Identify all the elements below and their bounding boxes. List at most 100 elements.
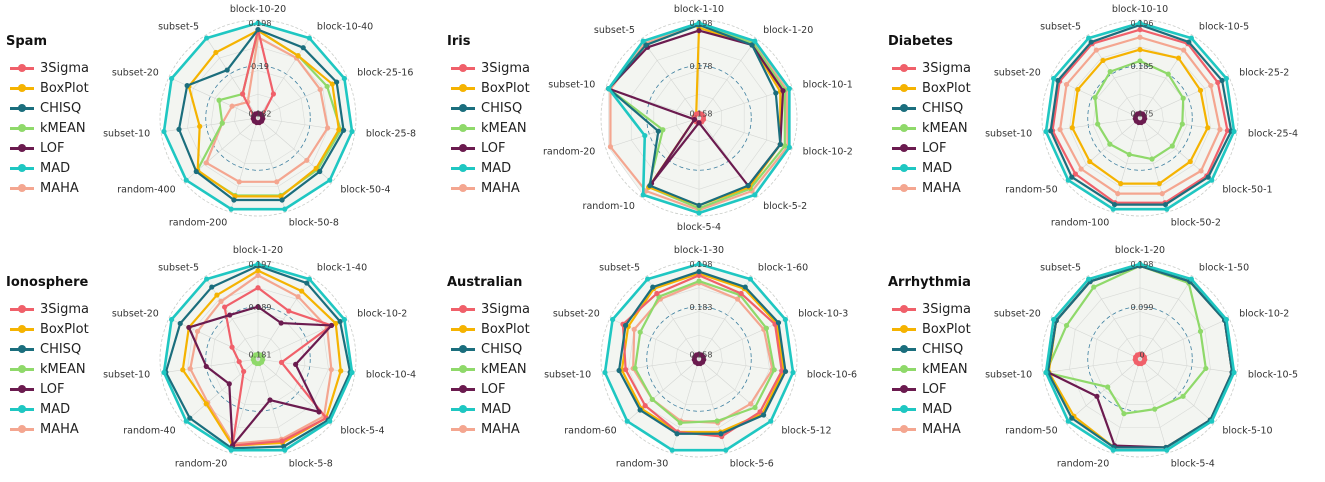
axis-label: random-20 <box>1057 459 1109 470</box>
data-point-maha <box>643 188 649 194</box>
radar-chart: block-1-10 block-1-20 block-10-1 block-10-2… <box>543 4 853 233</box>
legend-swatch <box>892 364 916 374</box>
legend-label: MAHA <box>922 421 961 437</box>
legend-item: kMEAN <box>451 118 530 138</box>
data-point-maha <box>1217 126 1223 133</box>
axis-label: block-10-20 <box>230 4 286 15</box>
data-point-mad <box>255 20 261 26</box>
data-point-maha <box>328 366 334 373</box>
data-point-boxplot <box>255 268 261 274</box>
legend-label: kMEAN <box>922 361 968 377</box>
series-line-maha <box>205 36 329 183</box>
data-point-chisq <box>782 368 789 375</box>
data-point-chisq <box>718 431 724 437</box>
outer-ring <box>1041 260 1239 458</box>
legend-swatch <box>451 404 475 414</box>
legend-item: MAD <box>10 158 89 178</box>
legend-label: 3Sigma <box>481 301 531 317</box>
data-point-mad <box>282 447 288 453</box>
data-point-mad <box>1137 261 1143 267</box>
panel-title: Arrhythmia <box>888 275 971 290</box>
legend-item: MAHA <box>892 419 971 439</box>
radial-tick-label: 0.197 <box>249 260 272 269</box>
axis-label: block-5-6 <box>730 459 774 470</box>
data-point-chisq <box>184 83 190 89</box>
data-point-lof <box>267 397 273 403</box>
grid-ring <box>1092 311 1188 405</box>
data-point-mad <box>1209 177 1215 183</box>
data-point-lof <box>693 352 700 358</box>
data-point-lof <box>293 361 299 368</box>
data-point-mad <box>228 206 234 212</box>
legend-item: 3Sigma <box>892 58 971 78</box>
series-line-chisq <box>617 270 787 435</box>
legend-swatch <box>451 304 475 314</box>
legend-swatch <box>10 424 34 434</box>
series-line-chisq <box>1049 23 1233 206</box>
data-point-lof <box>691 116 698 123</box>
data-point-maha <box>734 296 741 302</box>
data-point-boxplot <box>1087 158 1093 165</box>
data-point-mad <box>1065 177 1071 183</box>
legend-item: MAD <box>451 158 530 178</box>
data-point-3sigma <box>222 304 228 310</box>
axis-label: block-5-8 <box>289 459 333 470</box>
data-point-chisq <box>1111 201 1118 208</box>
data-point-mad <box>1231 128 1237 135</box>
legend: 3Sigma BoxPlot CHISQ kMEAN LOF MAD MAHA <box>892 299 971 439</box>
data-point-lof <box>780 88 786 94</box>
axis-spoke <box>608 117 700 148</box>
data-point-boxplot <box>1156 181 1162 187</box>
data-point-lof <box>316 409 322 415</box>
data-point-3sigma <box>278 359 285 365</box>
axis-label: block-10-2 <box>1239 309 1289 320</box>
data-point-kmean <box>696 278 702 284</box>
axis-spoke <box>206 278 259 360</box>
data-point-lof <box>696 120 702 126</box>
legend: 3Sigma BoxPlot CHISQ kMEAN LOF MAD MAHA <box>451 58 530 198</box>
radial-tick-label: 0.189 <box>249 303 272 312</box>
axis-label: subset-20 <box>112 309 159 320</box>
legend-swatch <box>892 123 916 133</box>
data-point-maha <box>203 160 209 166</box>
grid-ring <box>1069 287 1211 428</box>
outer-ring <box>159 260 357 458</box>
data-point-maha <box>236 179 242 185</box>
data-point-chisq <box>1055 77 1061 84</box>
axis-label: block-50-1 <box>1222 184 1272 195</box>
legend-swatch <box>892 304 916 314</box>
legend-swatch <box>10 103 34 113</box>
data-point-boxplot <box>329 81 335 87</box>
data-point-mad <box>1188 276 1194 282</box>
legend-item: CHISQ <box>451 339 530 359</box>
axis-spoke <box>1139 358 1212 422</box>
data-point-kmean <box>1091 284 1097 290</box>
data-point-boxplot <box>180 367 186 373</box>
axis-label: subset-5 <box>158 262 199 273</box>
axis-spoke <box>230 358 259 451</box>
axis-label: block-1-20 <box>233 245 283 256</box>
data-point-chisq <box>775 320 782 326</box>
grid-ring <box>1069 46 1211 187</box>
radial-tick-label: 0.198 <box>249 19 272 28</box>
axis-label: block-5-12 <box>781 425 831 436</box>
data-point-maha <box>1198 168 1204 174</box>
grid-ring <box>210 70 306 164</box>
legend-item: LOF <box>10 138 89 158</box>
series-line-maha <box>1058 36 1222 195</box>
data-point-kmean <box>1126 151 1132 158</box>
legend-swatch <box>892 424 916 434</box>
legend-label: 3Sigma <box>922 301 972 317</box>
legend-swatch <box>10 143 34 153</box>
data-point-kmean <box>649 396 655 403</box>
legend-swatch <box>451 123 475 133</box>
panel-title: Australian <box>447 275 523 290</box>
legend-item: LOF <box>451 379 530 399</box>
radial-tick-label: 0.182 <box>249 109 272 118</box>
legend-swatch <box>451 83 475 93</box>
legend-item: BoxPlot <box>10 319 89 339</box>
legend-swatch <box>451 364 475 374</box>
data-point-chisq <box>304 280 310 286</box>
radar-panel-spam: Spam 3Sigma BoxPlot CHISQ kMEAN LOF MAD MAHA blo… <box>0 0 441 241</box>
legend-swatch <box>892 103 916 113</box>
